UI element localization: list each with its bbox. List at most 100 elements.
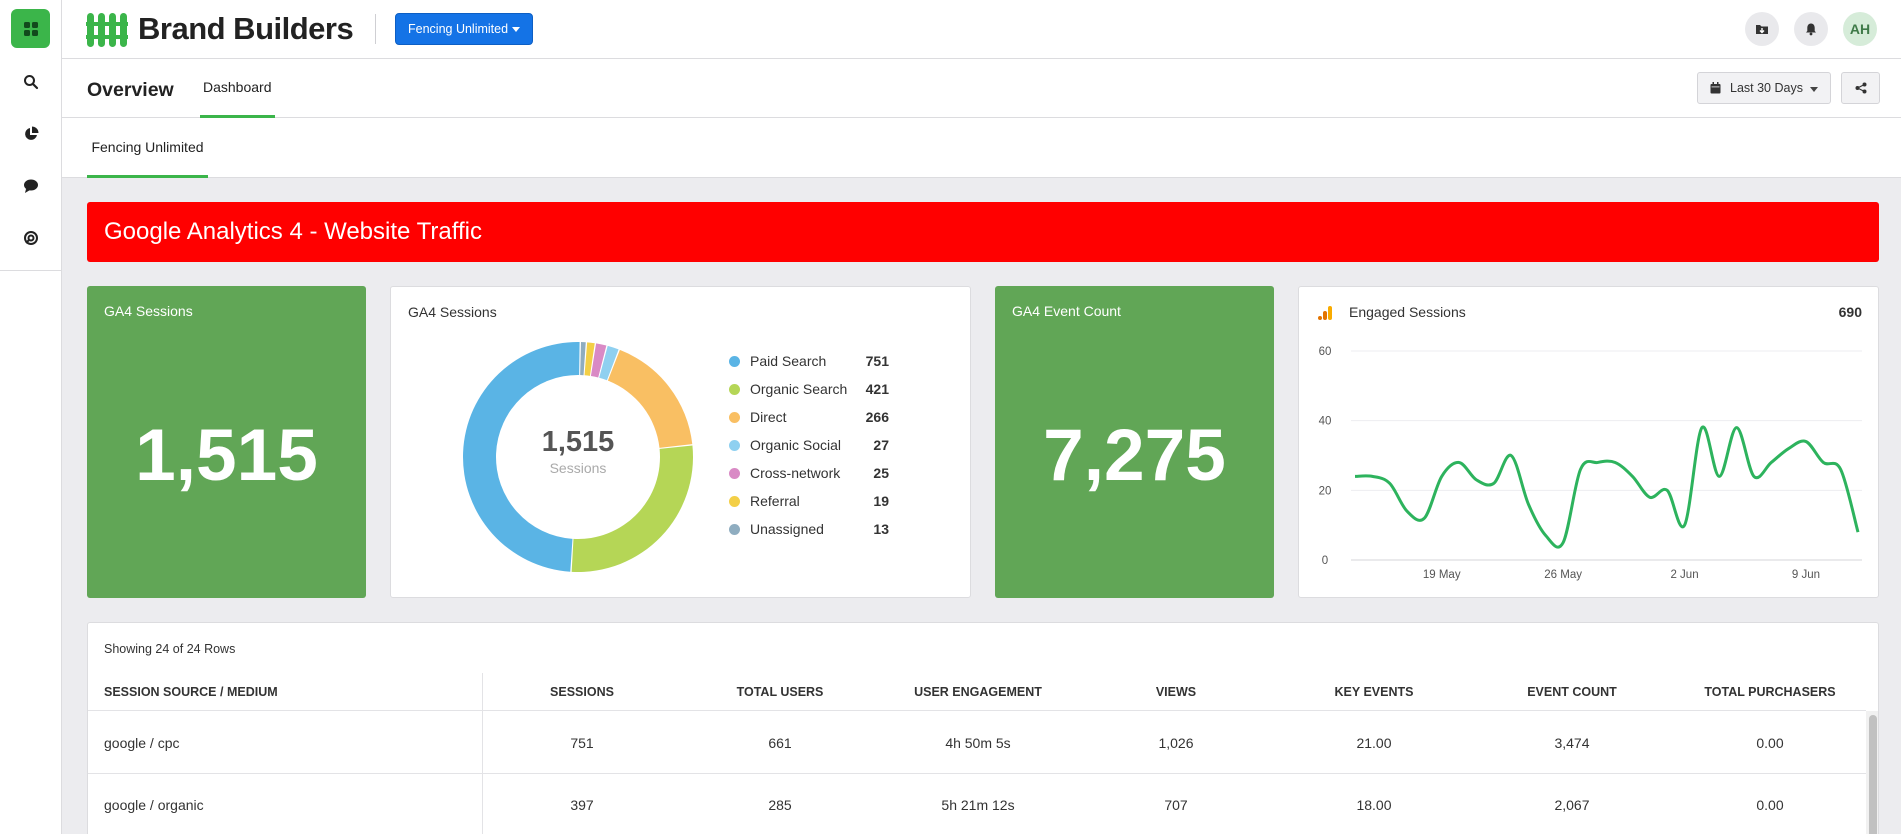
google-analytics-icon — [1318, 306, 1332, 320]
source-medium-table: Showing 24 of 24 Rows SESSION SOURCE / M… — [87, 622, 1879, 834]
th-user-engagement[interactable]: USER ENGAGEMENT — [914, 685, 1042, 699]
legend-dot — [729, 439, 740, 451]
tab-dashboard[interactable]: Dashboard — [200, 59, 275, 118]
th-key-events[interactable]: KEY EVENTS — [1334, 685, 1414, 699]
legend-value: 266 — [865, 409, 889, 425]
cell-views: 707 — [1164, 797, 1188, 813]
dashboard-home-button[interactable] — [11, 9, 50, 48]
header-divider — [375, 14, 376, 44]
page-subheader: Overview Dashboard Last 30 Days — [62, 59, 1901, 118]
engaged-card-title: Engaged Sessions — [1349, 304, 1466, 320]
table-row[interactable]: google / organic 397 285 5h 21m 12s 707 … — [88, 774, 1866, 834]
donut-slice-organic-social[interactable] — [599, 345, 619, 381]
cell-key-events: 21.00 — [1356, 735, 1392, 751]
donut-slice-referral[interactable] — [584, 342, 595, 376]
brand-logo[interactable]: Brand Builders — [86, 10, 354, 48]
legend-label: Organic Search — [750, 381, 848, 397]
support-icon — [24, 231, 38, 245]
cell-total-users: 285 — [768, 797, 792, 813]
legend-dot — [729, 495, 740, 507]
cell-user-engagement: 4h 50m 5s — [945, 735, 1011, 751]
messages-button[interactable] — [15, 170, 47, 202]
engaged-total: 690 — [1838, 304, 1862, 320]
table-row[interactable]: google / cpc 751 661 4h 50m 5s 1,026 21.… — [88, 712, 1866, 774]
donut-slice-organic-search[interactable] — [571, 445, 693, 572]
chat-icon — [24, 179, 38, 193]
share-button[interactable] — [1841, 72, 1880, 104]
legend-value: 13 — [873, 521, 889, 537]
engaged-sessions-series-line[interactable] — [1354, 425, 1860, 549]
cell-event-count: 2,067 — [1554, 797, 1590, 813]
legend-item[interactable]: Cross-network 25 — [729, 463, 889, 483]
legend-value: 27 — [873, 437, 889, 453]
cell-sessions: 751 — [570, 735, 594, 751]
fence-logo-icon — [86, 13, 128, 47]
legend-dot — [729, 355, 740, 367]
donut-slice-cross-network[interactable] — [590, 343, 607, 378]
client-selector[interactable]: Fencing Unlimited — [395, 13, 533, 45]
support-button[interactable] — [15, 222, 47, 254]
th-total-users[interactable]: TOTAL USERS — [736, 685, 824, 699]
legend-value: 421 — [865, 381, 889, 397]
table-scrollbar-thumb[interactable] — [1869, 715, 1877, 834]
brand-name: Brand Builders — [138, 11, 354, 46]
legend-value: 19 — [873, 493, 889, 509]
cell-source-medium: google / cpc — [104, 735, 180, 751]
top-header: Brand Builders Fencing Unlimited AH — [62, 0, 1901, 59]
first-column-divider — [482, 673, 483, 834]
th-event-count[interactable]: EVENT COUNT — [1527, 685, 1617, 699]
cell-total-purchasers: 0.00 — [1756, 735, 1784, 751]
legend-item[interactable]: Referral 19 — [729, 491, 889, 511]
legend-label: Direct — [750, 409, 787, 425]
reports-button[interactable] — [15, 118, 47, 150]
legend-value: 751 — [865, 353, 889, 369]
th-source-medium[interactable]: SESSION SOURCE / MEDIUM — [104, 685, 278, 699]
legend-label: Paid Search — [750, 353, 827, 369]
donut-card-title: GA4 Sessions — [408, 304, 497, 320]
sessions-value: 1,515 — [135, 415, 318, 496]
donut-slice-paid-search[interactable] — [463, 342, 580, 572]
engaged-sessions-card: Engaged Sessions 690 0 20 40 60 19 May 26 May… — [1298, 286, 1879, 598]
legend-item[interactable]: Organic Search 421 — [729, 379, 889, 399]
cell-event-count: 3,474 — [1554, 735, 1590, 751]
event-count-value: 7,275 — [1043, 415, 1226, 496]
page-title: Overview — [87, 79, 174, 101]
event-count-card-title: GA4 Event Count — [1012, 303, 1121, 319]
legend-item[interactable]: Direct 266 — [729, 407, 889, 427]
date-range-label: Last 30 Days — [1730, 81, 1803, 95]
client-tab-bar: Fencing Unlimited — [62, 118, 1901, 178]
donut-center-value: 1,515 — [542, 426, 615, 458]
legend-item[interactable]: Paid Search 751 — [729, 351, 889, 371]
th-sessions[interactable]: SESSIONS — [550, 685, 614, 699]
legend-label: Cross-network — [750, 465, 841, 481]
y-tick-label: 0 — [1322, 555, 1328, 567]
cell-views: 1,026 — [1158, 735, 1194, 751]
rail-divider — [0, 270, 62, 271]
y-tick-label: 40 — [1319, 416, 1332, 428]
legend-dot — [729, 467, 740, 479]
legend-value: 25 — [873, 465, 889, 481]
cell-key-events: 18.00 — [1356, 797, 1392, 813]
donut-slice-unassigned[interactable] — [580, 342, 586, 376]
user-avatar[interactable]: AH — [1843, 12, 1877, 46]
donut-center-label: Sessions — [550, 460, 607, 476]
th-views[interactable]: VIEWS — [1155, 685, 1197, 699]
client-selector-label: Fencing Unlimited — [408, 22, 509, 36]
calendar-icon — [1710, 82, 1721, 94]
donut-slice-direct[interactable] — [607, 349, 693, 448]
search-icon — [24, 75, 39, 90]
downloads-button[interactable] — [1745, 12, 1779, 46]
cell-total-purchasers: 0.00 — [1756, 797, 1784, 813]
section-banner: Google Analytics 4 - Website Traffic — [87, 202, 1879, 262]
legend-item[interactable]: Unassigned 13 — [729, 519, 889, 539]
notifications-button[interactable] — [1794, 12, 1828, 46]
legend-item[interactable]: Organic Social 27 — [729, 435, 889, 455]
th-total-purchasers[interactable]: TOTAL PURCHASERS — [1704, 685, 1836, 699]
legend-label: Referral — [750, 493, 800, 509]
search-button[interactable] — [15, 66, 47, 98]
sessions-card: GA4 Sessions 1,515 — [87, 286, 366, 598]
cell-sessions: 397 — [570, 797, 594, 813]
date-range-button[interactable]: Last 30 Days — [1697, 72, 1831, 104]
tab-fencing-unlimited[interactable]: Fencing Unlimited — [87, 118, 208, 178]
cell-user-engagement: 5h 21m 12s — [941, 797, 1015, 813]
